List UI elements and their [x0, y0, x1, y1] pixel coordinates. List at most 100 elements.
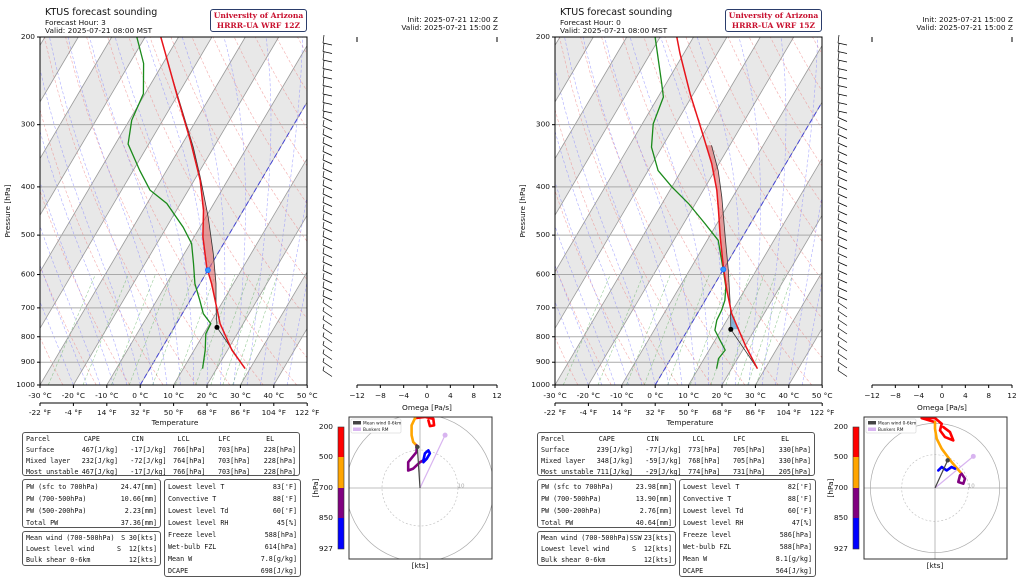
wind-barb — [322, 344, 333, 352]
wind-barb — [837, 142, 848, 148]
ring-10kt — [381, 449, 459, 527]
wind-barb — [322, 310, 333, 318]
pressure-tick-label: 600 — [21, 270, 35, 279]
parcel-cell: -77[J/kg] — [645, 446, 682, 454]
wind-value: 30[kts] — [128, 534, 157, 542]
dry-adiabat — [340, 37, 515, 385]
wind-direction — [624, 555, 636, 566]
wind-barb — [837, 102, 848, 105]
temperature-axis-label: Temperature — [151, 418, 199, 427]
logo-line-1: University of Arizona — [728, 11, 819, 20]
wind-barb — [322, 287, 333, 292]
wind-barb-flag — [837, 68, 840, 78]
wind-direction: SSW — [629, 534, 642, 542]
mean-wind-head — [415, 444, 420, 450]
dry-adiabat — [149, 37, 307, 319]
fahrenheit-tick-label: 104 °F — [777, 408, 801, 417]
wind-value: 23[kts] — [643, 534, 672, 542]
skew-t-chart: 200 300 400 500 600 700 800 900 1000 Pressure [hP… — [3, 32, 515, 427]
isotherm — [40, 37, 79, 103]
wind-barb — [837, 270, 848, 275]
thermo-value: 60['F] — [787, 507, 812, 515]
fahrenheit-tick-label: 68 °F — [712, 408, 732, 417]
thermo-label: Wet-bulb FZL — [683, 543, 732, 551]
celsius-tick-label: -20 °C — [62, 391, 85, 400]
column-header: EL — [266, 435, 275, 443]
wind-barb — [322, 185, 333, 190]
column-header: LFC — [733, 435, 746, 443]
wind-barb-flag — [322, 332, 325, 337]
wind-barb-flag — [322, 272, 325, 280]
isotherm — [721, 214, 822, 385]
moist-adiabat — [286, 280, 307, 385]
wind-barb-flag — [837, 366, 840, 371]
thermo-row: Lowest level RH 45[%] — [168, 517, 297, 529]
wind-barb — [322, 370, 333, 377]
valid-utc-time: Valid: 2025-07-21 15:00 Z — [916, 23, 1013, 32]
parcel-cell: -17[J/kg] — [130, 468, 167, 476]
fahrenheit-tick-label: 50 °F — [164, 408, 184, 417]
thermo-label: Freeze level — [683, 531, 732, 539]
pw-label: PW (sfc to 700hPa) — [26, 483, 99, 491]
wind-direction — [109, 555, 121, 566]
parcel-row: Surface 239[J/kg] -77[J/kg] 773[hPa] 705[hPa… — [541, 445, 811, 456]
wind-barb — [322, 159, 333, 165]
parcel-cell: 467[J/kg] — [81, 468, 119, 476]
wind-barb-flag — [322, 264, 325, 271]
dry-adiabat — [834, 37, 1024, 385]
hodograph-area: 10 — [864, 417, 1007, 559]
thermo-row: Convective T 88['F] — [168, 493, 297, 505]
omega-tick-label: 0 — [940, 391, 945, 400]
parcel-cell: 774[hPa] — [688, 468, 721, 476]
forecast-hour: Forecast Hour: 0 — [560, 18, 621, 27]
wind-barb-flag — [322, 102, 325, 112]
isotherm-band — [40, 37, 279, 385]
parcel-cell: Most unstable — [26, 468, 79, 476]
column-header: EL — [781, 435, 790, 443]
wind-barb — [322, 261, 333, 267]
thermo-row: Mean W 7.8[g/kg] — [168, 553, 297, 565]
colorbar-segment — [338, 427, 344, 457]
thermo-value: 698[J/kg] — [260, 567, 297, 575]
parcel-row: Most unstable 711[J/kg] -29[J/kg] 774[hPa] 7… — [541, 467, 811, 478]
dry-adiabat — [44, 37, 197, 385]
wind-barb-flag — [322, 315, 325, 320]
bunkers-rm-head — [442, 432, 448, 438]
parcel-cell: 330[hPa] — [778, 446, 812, 454]
wind-barb — [837, 253, 848, 258]
wind-barb-flag — [837, 77, 840, 86]
omega-tick-label: −4 — [913, 391, 924, 400]
pw-value: 2.76[mm] — [639, 507, 672, 515]
wind-barb — [322, 117, 333, 122]
dry-adiabat — [559, 37, 712, 385]
pw-value: 13.90[mm] — [635, 495, 672, 503]
pw-label: PW (500-200hPa) — [541, 507, 602, 515]
fahrenheit-tick-label: -22 °F — [29, 408, 51, 417]
wind-barb — [837, 202, 848, 207]
mean-wind-arrow — [416, 446, 421, 489]
parcel-cell: Mixed layer — [541, 457, 586, 465]
hodograph-trace-700-850 — [956, 472, 967, 486]
wind-barb-flag — [837, 306, 840, 312]
parcel-row: Mixed layer 232[J/kg] -72[J/kg] 764[hPa] 703… — [26, 456, 296, 467]
wind-barb — [322, 176, 333, 182]
lcl-marker — [214, 324, 220, 330]
logo-line-2: HRRR-UA WRF 15Z — [731, 20, 816, 30]
pressure-axis-label: Pressure [hPa] — [518, 184, 527, 237]
pw-value: 40.64[mm] — [635, 519, 672, 527]
celsius-tick-label: -20 °C — [577, 391, 600, 400]
fahrenheit-tick-label: 32 °F — [130, 408, 150, 417]
pw-label: Total PW — [26, 519, 59, 527]
dry-adiabat — [748, 37, 822, 167]
pw-row: PW (sfc to 700hPa) 24.47[mm] — [26, 481, 157, 493]
wind-barb-flag — [322, 247, 325, 254]
wind-barb-flag — [322, 51, 325, 61]
wind-barb — [837, 168, 848, 173]
thermo-value: 588[hPa] — [264, 531, 297, 539]
pw-value: 37.36[mm] — [120, 519, 157, 527]
wind-barb-flag — [322, 162, 325, 169]
wind-barb-flag — [837, 85, 840, 95]
parcel-cell: 703[hPa] — [217, 457, 251, 465]
wind-label: Mean wind (700-500hPa) — [26, 534, 115, 542]
column-header: CAPE — [598, 435, 615, 443]
